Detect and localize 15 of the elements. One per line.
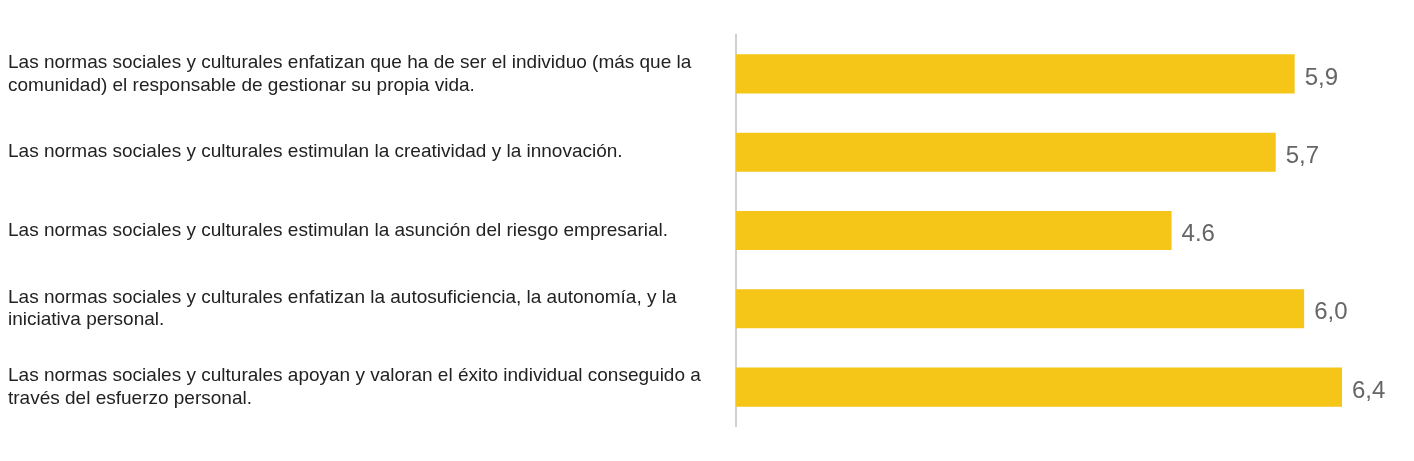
data-label: 6,4 <box>1352 375 1386 403</box>
bar <box>736 367 1342 407</box>
data-label: 4.6 <box>1181 219 1215 247</box>
data-label: 5,9 <box>1304 62 1339 90</box>
y-tick-label: Las normas sociales y culturales enfatizan la autosuficiencia, la autonomía, y la iniciativa personal. <box>8 285 677 330</box>
y-tick-label: Las normas sociales y culturales estimulan la creatividad y la innovación. <box>8 140 623 162</box>
bar <box>736 132 1276 172</box>
y-tick-label: Las normas sociales y culturales estimulan la asunción del riesgo empresarial. <box>8 218 669 240</box>
bar <box>736 289 1305 329</box>
y-tick-label: Las normas sociales y culturales apoyan y valoran el éxito individual conseguido a través del esfuerzo personal. <box>8 363 702 408</box>
bar <box>736 210 1172 251</box>
bar <box>736 54 1295 94</box>
y-tick-label: Las normas sociales y culturales enfatizan que ha de ser el individuo (más que la comunidad) el responsable de gestionar su propia vida. <box>8 50 692 95</box>
data-label: 5,7 <box>1285 140 1320 168</box>
data-label: 6,0 <box>1314 297 1348 325</box>
